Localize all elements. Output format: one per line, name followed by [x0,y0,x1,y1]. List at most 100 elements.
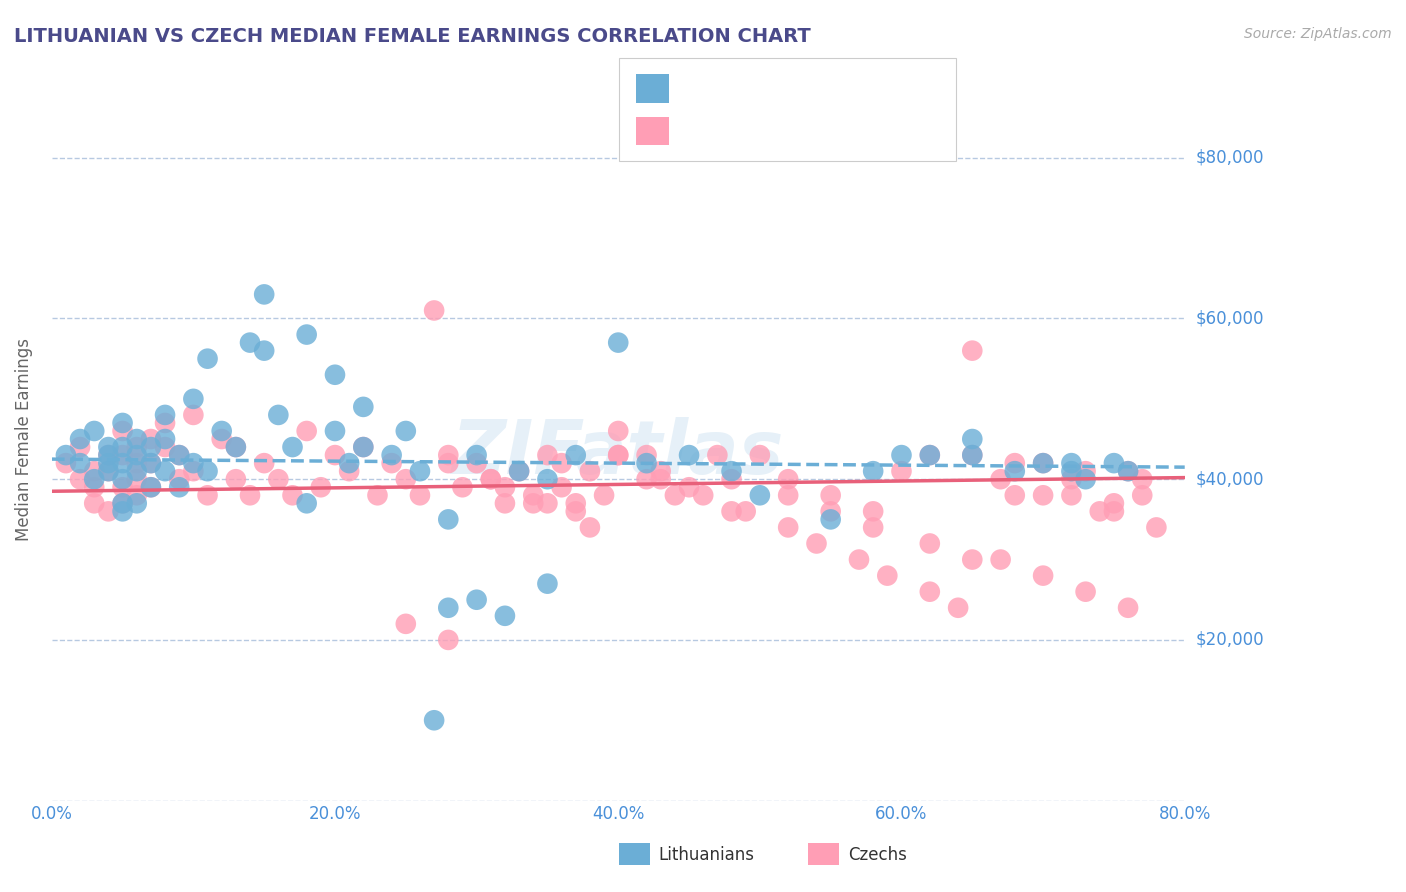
Point [1032,456,1054,470]
Point [607,448,630,462]
Point [918,536,941,550]
Point [139,432,162,446]
Point [494,608,516,623]
Point [1144,520,1167,534]
Text: ZIFatlas: ZIFatlas [453,417,785,490]
Text: $80,000: $80,000 [1197,149,1264,167]
Text: Lithuanians: Lithuanians [658,846,754,863]
Point [125,464,148,478]
Point [1060,456,1083,470]
Point [536,472,558,486]
Y-axis label: Median Female Earnings: Median Female Earnings [15,337,32,541]
Point [678,480,700,494]
Point [395,472,418,486]
Point [479,472,502,486]
Point [1102,496,1125,510]
Point [125,496,148,510]
Point [720,464,742,478]
Point [437,600,460,615]
Point [253,456,276,470]
Point [550,456,572,470]
Point [69,440,91,454]
Point [508,464,530,478]
Point [83,464,105,478]
Point [748,448,770,462]
Point [607,424,630,438]
Point [69,472,91,486]
Point [1130,488,1153,502]
Point [323,368,346,382]
Point [423,713,446,727]
Point [1074,584,1097,599]
Point [820,488,842,502]
Point [720,504,742,518]
Point [437,448,460,462]
Point [1060,472,1083,486]
Point [636,448,658,462]
Text: $20,000: $20,000 [1197,631,1264,648]
Point [465,456,488,470]
Point [1116,464,1139,478]
Point [153,416,176,430]
Point [125,456,148,470]
Point [197,488,219,502]
Point [918,448,941,462]
Point [225,440,247,454]
Point [366,488,388,502]
Point [69,432,91,446]
Point [862,520,884,534]
Point [125,440,148,454]
Point [395,424,418,438]
Point [211,432,233,446]
Point [946,600,969,615]
Point [437,456,460,470]
Point [337,464,360,478]
Point [183,456,205,470]
Point [225,472,247,486]
Point [536,448,558,462]
Point [1074,472,1097,486]
Point [990,472,1012,486]
Point [593,488,616,502]
Point [409,464,432,478]
Point [962,432,984,446]
Point [1102,456,1125,470]
Point [650,464,672,478]
Point [962,343,984,358]
Point [678,448,700,462]
Point [253,343,276,358]
Point [97,448,120,462]
Point [111,416,134,430]
Point [281,488,304,502]
Point [183,392,205,406]
Point [918,448,941,462]
Point [564,448,586,462]
Point [381,448,404,462]
Point [97,448,120,462]
Point [522,488,544,502]
Text: N =: N = [796,78,835,95]
Point [167,472,190,486]
Text: R =: R = [681,78,720,95]
Point [778,488,800,502]
Point [734,504,756,518]
Point [83,424,105,438]
Point [778,520,800,534]
Point [536,576,558,591]
Point [183,408,205,422]
Point [1032,456,1054,470]
Point [323,448,346,462]
Point [55,456,77,470]
Point [607,335,630,350]
Point [692,488,714,502]
Point [1102,504,1125,518]
Point [111,440,134,454]
Point [153,440,176,454]
Point [97,504,120,518]
Point [1088,504,1111,518]
Point [267,472,290,486]
Point [1004,464,1026,478]
Point [650,472,672,486]
Point [1074,464,1097,478]
Point [295,424,318,438]
